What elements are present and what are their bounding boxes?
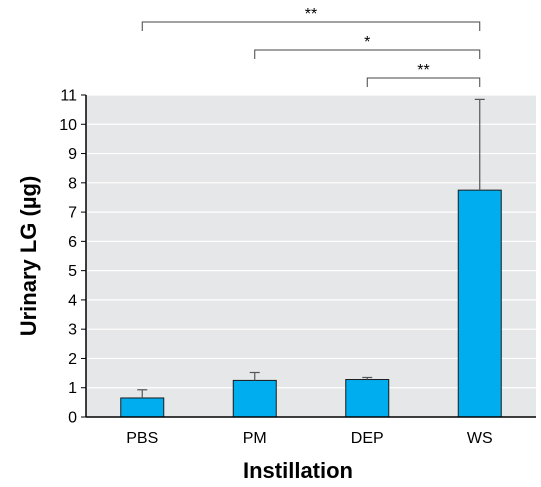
axes: [85, 95, 536, 418]
significance-bracket: [254, 49, 481, 59]
y-axis-label: Urinary LG (µg): [16, 176, 41, 337]
bar-ws: [457, 189, 502, 418]
y-tick-label: 3: [68, 322, 77, 339]
significance-label: **: [417, 62, 429, 79]
x-tick-label: PM: [243, 430, 267, 447]
bar-dep: [345, 379, 390, 418]
y-tick-label: 8: [68, 175, 77, 192]
bars: [120, 189, 502, 418]
x-tick-label: DEP: [351, 430, 384, 447]
significance-brackets: *****: [141, 6, 481, 87]
bar-pm: [232, 379, 277, 418]
y-tick-label: 5: [68, 263, 77, 280]
y-tick-label: 9: [68, 146, 77, 163]
y-tick-label: 2: [68, 351, 77, 368]
y-tick-label: 1: [68, 380, 77, 397]
y-tick-label: 4: [68, 292, 77, 309]
grid-lines: [86, 94, 536, 389]
significance-label: **: [305, 6, 317, 23]
bar-pbs: [120, 397, 165, 418]
significance-bracket: [141, 21, 481, 31]
y-ticks: 0 1 2 3 4 5 6 7 8 9 10 11: [59, 88, 86, 427]
y-tick-label: 7: [68, 205, 77, 222]
y-tick-label: 6: [68, 234, 77, 251]
significance-label: *: [364, 34, 370, 51]
y-tick-label: 10: [59, 117, 77, 134]
x-tick-label: PBS: [126, 430, 158, 447]
x-tick-label: WS: [467, 430, 493, 447]
x-ticks: PBS PM DEP WS: [126, 430, 492, 447]
y-tick-label: 0: [68, 410, 77, 427]
x-axis-label: Instillation: [243, 458, 353, 483]
y-tick-label: 11: [60, 88, 77, 105]
error-bars: [137, 98, 485, 398]
significance-bracket: [366, 77, 481, 87]
